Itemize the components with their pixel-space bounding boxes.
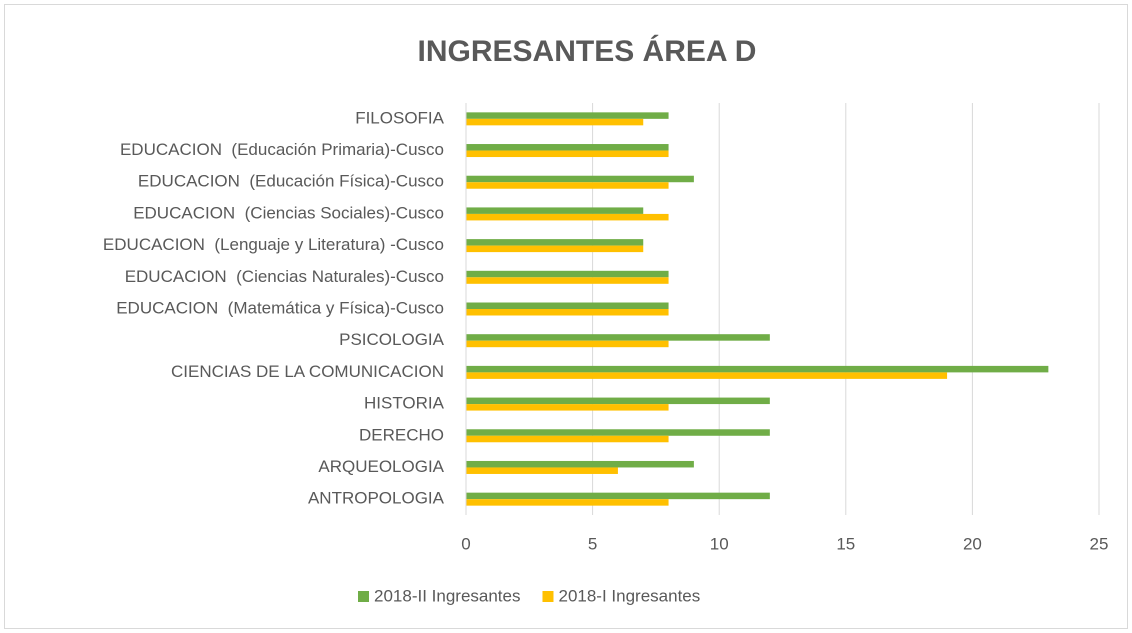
bar	[466, 435, 669, 443]
bar	[466, 144, 669, 151]
bar	[466, 150, 669, 158]
bar	[466, 467, 618, 474]
y-tick-label: EDUCACION (Educación Física)-Cusco	[138, 172, 444, 191]
x-tick-label: 15	[836, 534, 855, 553]
bar	[466, 499, 669, 506]
bar	[466, 429, 770, 436]
x-tick-label: 20	[963, 534, 982, 553]
bar	[466, 182, 669, 189]
x-tick-label: 0	[461, 534, 470, 553]
bar	[466, 118, 644, 126]
bar	[466, 213, 669, 221]
legend-swatch	[358, 591, 369, 602]
y-tick-label: EDUCACION (Matemática y Física)-Cusco	[116, 298, 444, 317]
bar	[466, 245, 644, 253]
y-tick-label: DERECHO	[359, 425, 444, 444]
legend-swatch	[542, 591, 554, 602]
y-tick-label: ANTROPOLOGIA	[308, 489, 445, 508]
x-tick-label: 10	[710, 534, 729, 553]
y-tick-label: ARQUEOLOGIA	[318, 457, 444, 476]
bar	[466, 460, 694, 468]
bar	[466, 365, 1049, 373]
x-tick-label: 25	[1090, 534, 1109, 553]
legend-label: 2018-II Ingresantes	[374, 586, 520, 605]
y-tick-label: CIENCIAS DE LA COMUNICACION	[171, 362, 444, 381]
bar	[466, 112, 669, 119]
bar	[466, 207, 644, 214]
bar	[466, 334, 770, 341]
bar	[466, 372, 948, 379]
y-tick-label: FILOSOFIA	[355, 108, 444, 127]
bar	[466, 340, 669, 348]
bar	[466, 492, 770, 500]
bar	[466, 309, 669, 316]
legend-label: 2018-I Ingresantes	[558, 586, 700, 605]
bar	[466, 277, 669, 284]
y-tick-label: EDUCACION (Ciencias Sociales)-Cusco	[133, 203, 444, 222]
bar	[466, 239, 644, 246]
y-tick-label: EDUCACION (Ciencias Naturales)-Cusco	[125, 267, 444, 286]
bar	[466, 397, 770, 405]
y-tick-label: EDUCACION (Lenguaje y Literatura) -Cusco	[103, 235, 444, 254]
bar	[466, 175, 694, 183]
bar	[466, 404, 669, 411]
y-tick-label: HISTORIA	[364, 394, 445, 413]
bar	[466, 302, 669, 309]
chart-border	[4, 4, 1128, 629]
y-tick-label: PSICOLOGIA	[339, 330, 445, 349]
x-tick-label: 5	[588, 534, 597, 553]
y-tick-label: EDUCACION (Educación Primaria)-Cusco	[120, 140, 444, 159]
bar	[466, 270, 669, 278]
chart-title: INGRESANTES ÁREA D	[418, 34, 757, 68]
